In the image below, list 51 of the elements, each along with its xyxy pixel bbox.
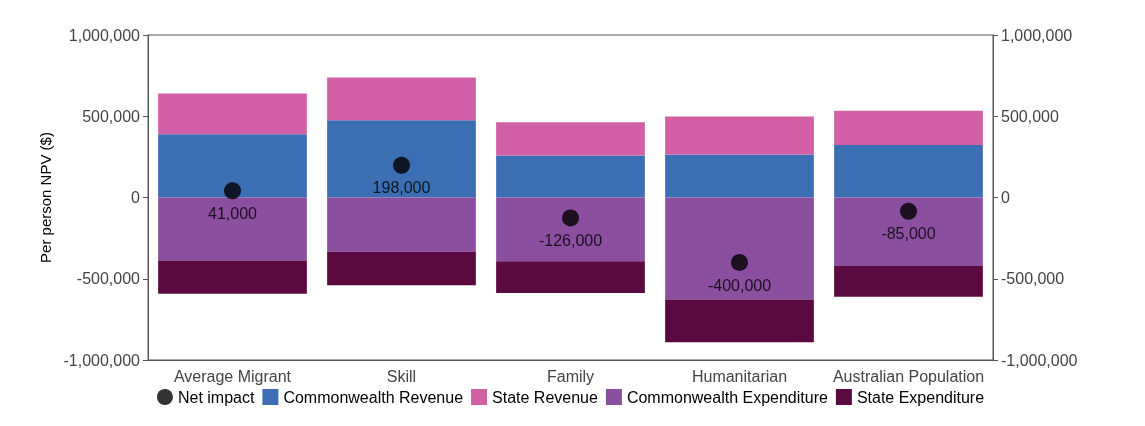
bar: [158, 93, 307, 135]
point: [224, 182, 241, 200]
bar: [496, 261, 645, 293]
data-label: 41,000: [208, 204, 258, 222]
y2-tick-label: 0: [1001, 189, 1010, 206]
bar: [665, 299, 814, 343]
bar: [496, 155, 645, 198]
data-label: -85,000: [881, 225, 936, 243]
y-tick-label: -500,000: [76, 270, 141, 288]
x-tick-label: Skill: [386, 367, 417, 385]
y2-tick-label: 1,000,000: [1001, 26, 1073, 44]
x-tick-label: Humanitarian: [691, 367, 788, 385]
bar: [834, 266, 983, 297]
bar: [158, 134, 307, 198]
y-tick-label: 1,000,000: [68, 26, 141, 44]
point: [393, 156, 410, 174]
y-tick-label: 0: [131, 189, 141, 206]
x-tick-label: Australian Population: [832, 367, 985, 385]
bar: [327, 251, 476, 286]
bar: [834, 145, 983, 198]
y2-tick-label: -500,000: [1001, 270, 1065, 288]
bar: [834, 197, 983, 267]
bar: [327, 197, 476, 252]
bar: [665, 116, 814, 155]
bar: [496, 197, 645, 262]
point: [562, 209, 579, 227]
x-tick-label: Average Migrant: [173, 367, 292, 385]
legend-label: Commonwealth Revenue: [283, 388, 464, 406]
data-label: -126,000: [538, 231, 603, 249]
y-axis-title: Per person NPV ($): [36, 132, 54, 263]
data-label: -400,000: [707, 276, 772, 294]
bar: [158, 260, 307, 294]
legend-label: State Revenue: [492, 388, 598, 406]
bar: [834, 110, 983, 146]
bar: [665, 154, 814, 198]
x-tick-label: Family: [546, 367, 595, 385]
y2-tick-label: -1,000,000: [1001, 351, 1078, 369]
bar: [327, 77, 476, 121]
legend-label: Net impact: [177, 388, 255, 406]
y-tick-label: 500,000: [82, 107, 141, 125]
data-label: 198,000: [372, 179, 431, 197]
point: [731, 254, 748, 271]
bar: [327, 120, 476, 198]
legend-label: Commonwealth Expenditure: [626, 388, 828, 406]
bar: [665, 197, 814, 300]
y2-tick-label: 500,000: [1001, 107, 1059, 125]
legend-label: State Expenditure: [856, 388, 985, 406]
point: [900, 202, 917, 220]
bar: [496, 122, 645, 156]
bar: [158, 197, 307, 261]
y-tick-label: -1,000,000: [63, 351, 141, 369]
